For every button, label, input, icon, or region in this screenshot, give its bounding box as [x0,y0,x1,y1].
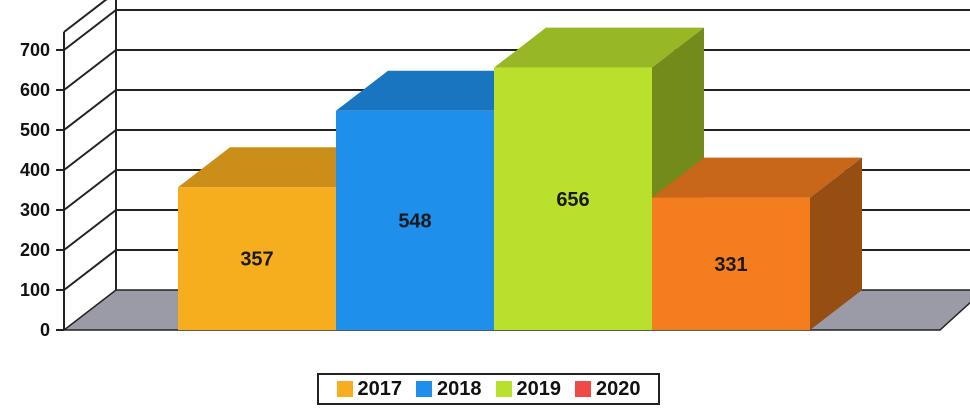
data-labels: 357 548 656 331 [240,189,747,276]
legend-swatch [336,381,353,397]
y-tick-label: 500 [20,120,50,140]
bar-top [494,27,704,68]
legend-swatch [416,381,432,397]
y-tick-label: 400 [20,160,50,180]
legend: 2017 2018 2019 2020 [317,373,660,405]
y-tick-label: 700 [20,40,50,60]
bar-front [652,197,810,330]
y-tick-label: 100 [20,280,50,300]
gridline-side [63,169,117,211]
legend-item-2018: 2018 [416,378,482,401]
legend-label: 2018 [437,377,482,400]
data-label-2018: 548 [398,210,431,232]
legend-label: 2019 [516,377,562,400]
data-label-2017: 357 [240,249,273,271]
data-label-2020: 331 [714,254,747,276]
legend-label: 2017 [357,377,403,400]
wall-top-edge [63,0,108,33]
bar-top [652,157,862,198]
bar-top [336,70,546,111]
legend-label: 2020 [596,377,641,400]
bar-front [178,187,336,330]
gridline-side [63,89,117,131]
gridline-side [63,9,117,51]
bar-front [494,67,652,330]
y-axis-ticks: 0 100 200 300 400 500 600 700 [20,40,64,340]
gridline-side [63,249,117,291]
gridline-side [63,49,117,91]
y-tick-label: 600 [20,80,50,100]
bar-chart: 0 100 200 300 400 500 600 700 357 548 656 331 [20,0,970,340]
data-label-2019: 656 [556,189,589,211]
bar-side [810,157,862,330]
y-tick-label: 300 [20,200,50,220]
gridline-side [63,209,117,251]
bar-top [178,147,388,188]
legend-item-2019: 2019 [495,377,562,401]
bars [178,27,862,331]
gridline-side [63,129,117,171]
legend-item-2020: 2020 [575,378,641,401]
bar-2020 [652,157,862,330]
bar-front [336,110,494,330]
legend-swatch [495,381,512,397]
legend-swatch [575,381,591,397]
y-tick-label: 200 [20,240,50,260]
y-tick-label: 0 [40,320,50,340]
bar-2019 [494,27,704,330]
legend-item-2017: 2017 [336,377,403,401]
